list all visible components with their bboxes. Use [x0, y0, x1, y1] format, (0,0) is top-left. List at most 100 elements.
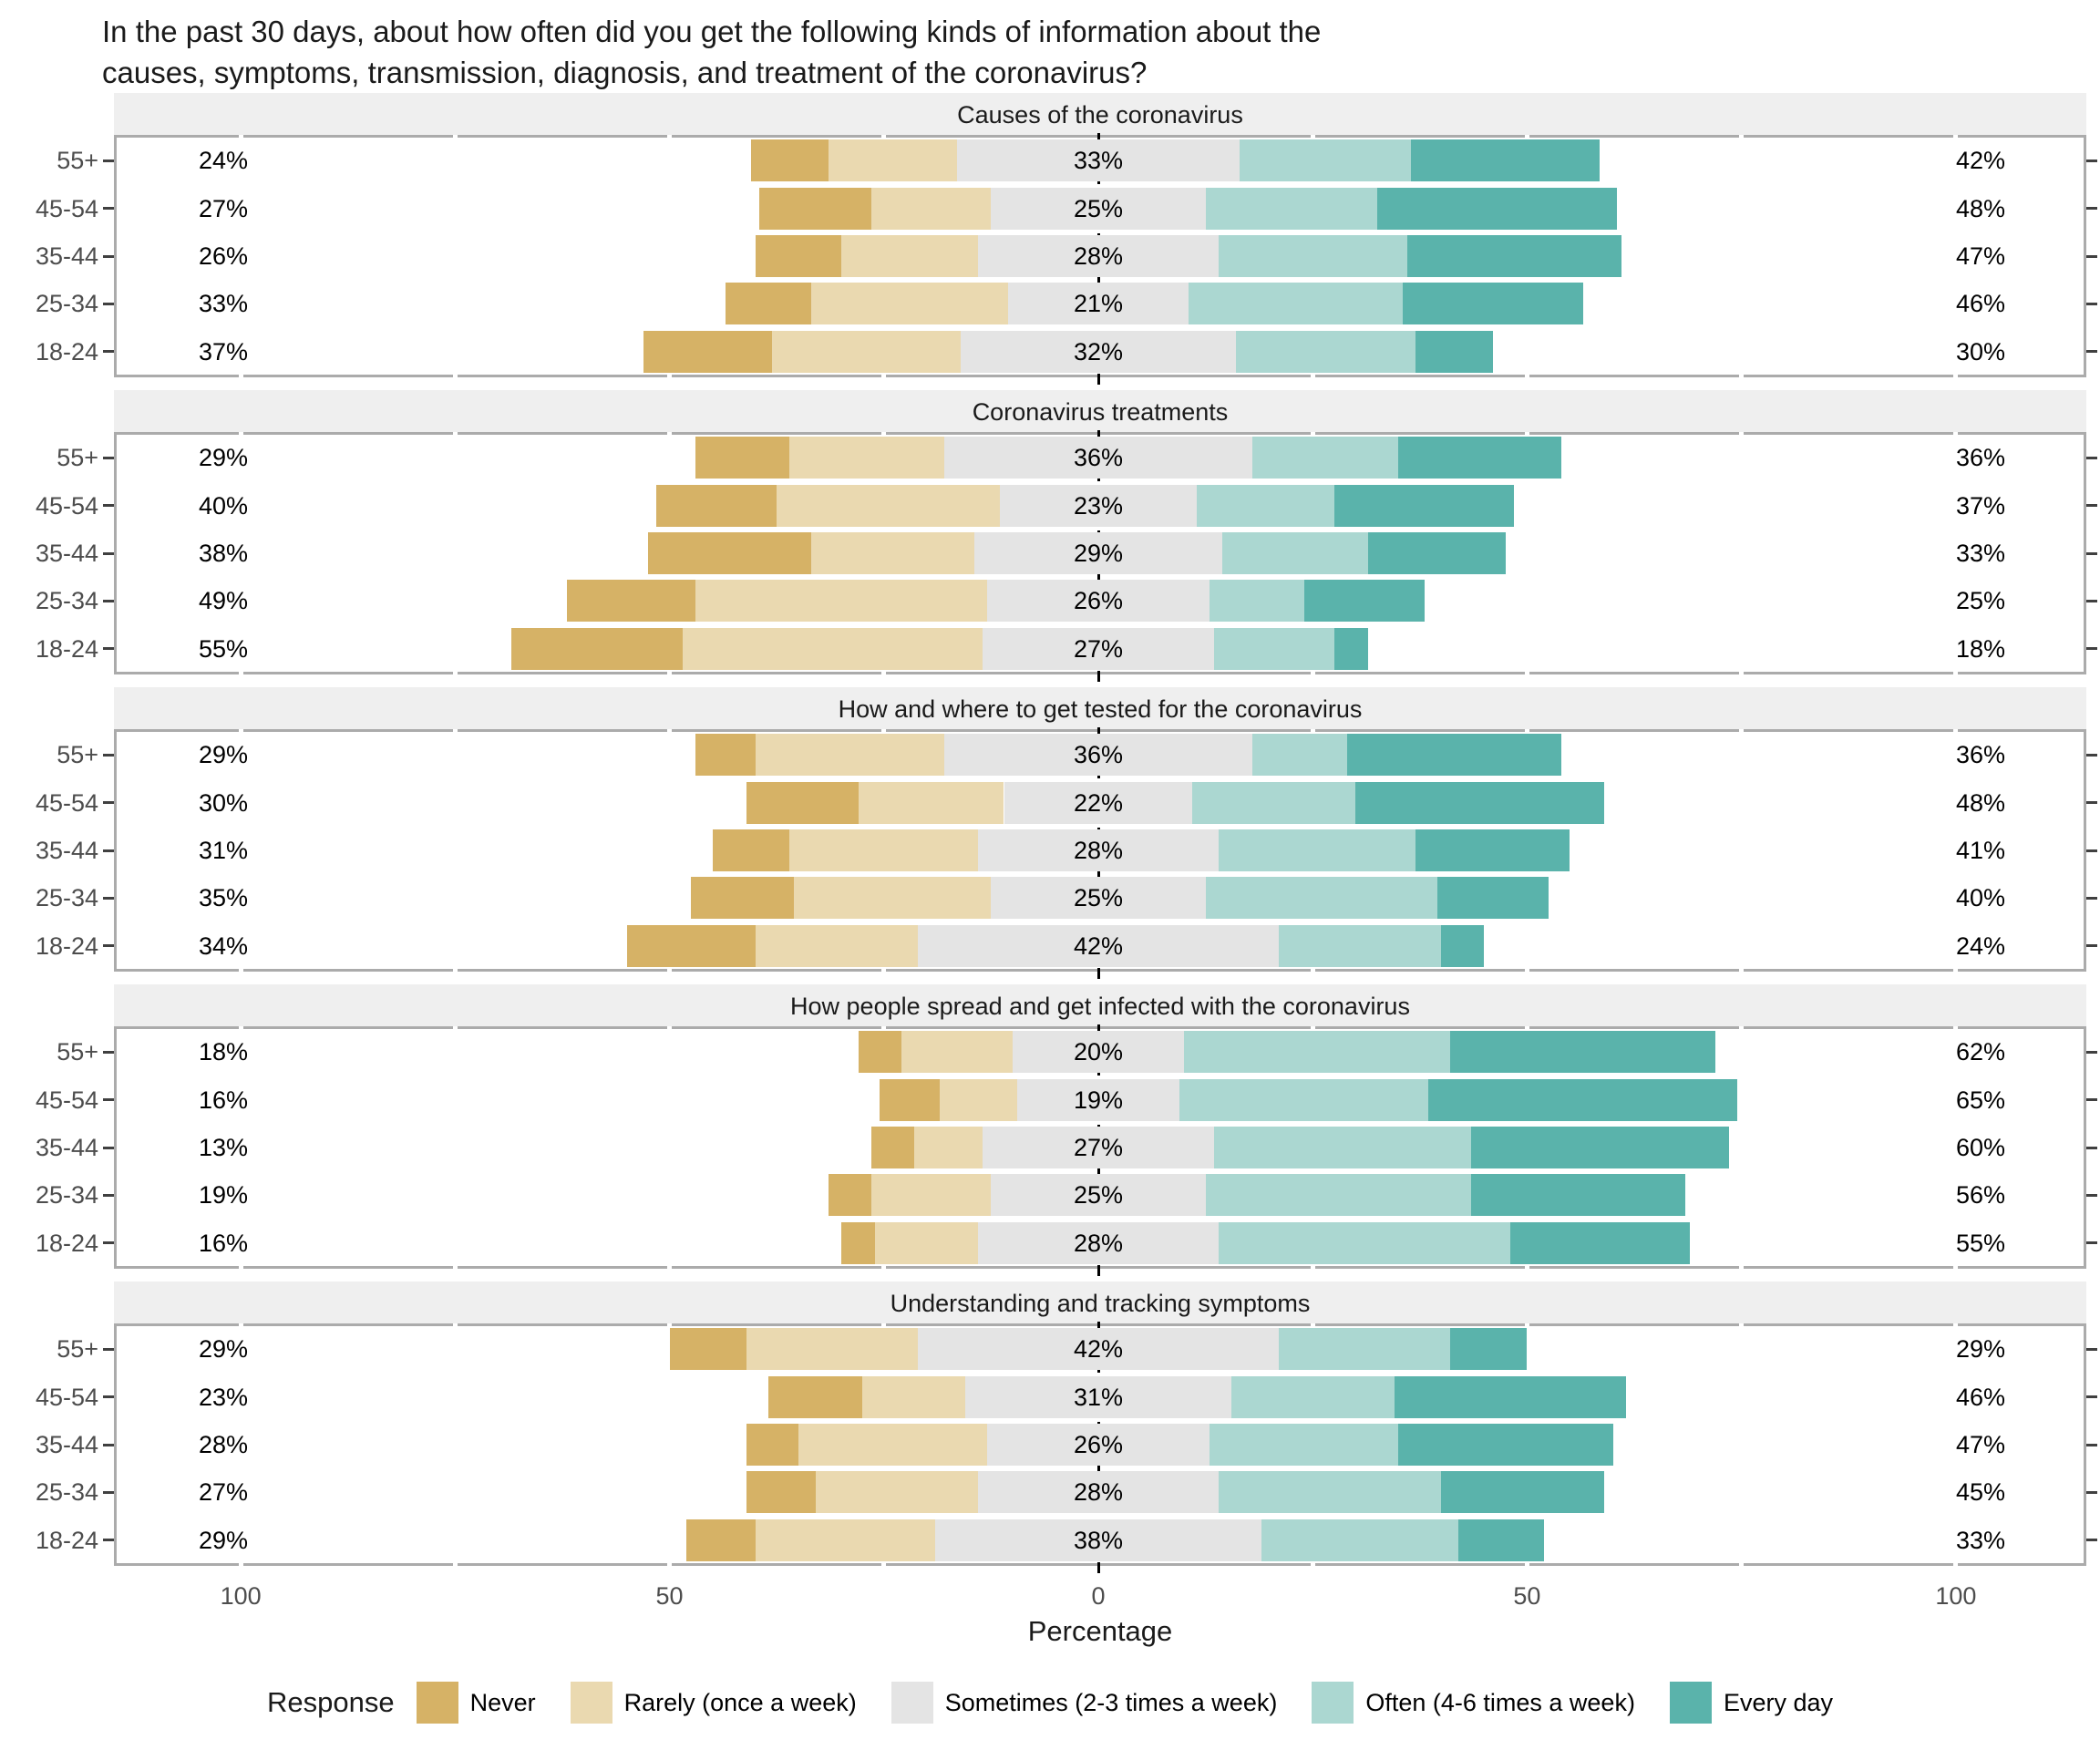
- gridline-break: [1524, 672, 1529, 674]
- axis-tick-left: [103, 302, 114, 305]
- axis-tick-right: [2086, 944, 2097, 948]
- bar-segment-often: [1188, 283, 1403, 325]
- bar-segment-never: [648, 532, 811, 574]
- label-right: 62%: [1955, 1038, 2005, 1066]
- bar-segment-sometimes: [973, 532, 1223, 574]
- bar-segment-often: [1218, 235, 1407, 277]
- label-left: 23%: [198, 1383, 249, 1411]
- label-right: 47%: [1955, 1431, 2005, 1458]
- label-right: 48%: [1955, 194, 2005, 222]
- bar-segment-often: [1184, 1031, 1450, 1074]
- bar-segment-often: [1218, 1471, 1442, 1514]
- axis-tick-right: [2086, 801, 2097, 805]
- legend-label: Every day: [1723, 1688, 1833, 1716]
- gridline-break: [667, 969, 673, 972]
- gridline-break: [452, 1563, 458, 1566]
- gridline-break: [452, 729, 458, 732]
- axis-tick-right: [2086, 1539, 2097, 1542]
- age-group-label: 25-34: [35, 1181, 98, 1210]
- gridline-break: [1953, 1026, 1959, 1029]
- gridline-break: [881, 1323, 887, 1326]
- axis-tick-left: [103, 647, 114, 651]
- x-axis-tick-label: 50: [655, 1582, 684, 1610]
- label-left: 35%: [198, 884, 249, 912]
- gridline-break: [238, 1323, 243, 1326]
- gridline-break: [881, 672, 887, 674]
- bar-segment-often: [1278, 1328, 1450, 1371]
- bar-segment-every_day: [1509, 1221, 1691, 1264]
- axis-tick-left: [103, 350, 114, 354]
- bar-segment-every_day: [1403, 283, 1583, 325]
- bar-segment-never: [870, 1127, 914, 1168]
- gridline-break: [667, 1026, 673, 1029]
- age-group-label: 18-24: [35, 337, 98, 365]
- axis-tick-left: [103, 1347, 114, 1351]
- label-right: 33%: [1955, 540, 2005, 567]
- bar-segment-every_day: [1449, 1328, 1528, 1371]
- label-right: 60%: [1955, 1134, 2005, 1161]
- label-right: 37%: [1955, 491, 2005, 520]
- label-right: 36%: [1955, 444, 2005, 472]
- gridline-break: [238, 135, 243, 138]
- label-center: 20%: [1073, 1038, 1124, 1066]
- chart-title-line-1: In the past 30 days, about how often did…: [102, 15, 1322, 48]
- panel-top-border: [114, 1026, 2086, 1029]
- bar-segment-rarely: [939, 1078, 1017, 1121]
- bar-segment-sometimes: [999, 484, 1198, 527]
- axis-tick-left: [103, 1146, 114, 1149]
- bar-segment-rarely: [810, 283, 1009, 325]
- x-axis-tick-label: 100: [220, 1582, 262, 1610]
- bar-segment-every_day: [1406, 235, 1621, 277]
- label-center: 36%: [1073, 444, 1124, 472]
- gridline-break: [1310, 1026, 1315, 1029]
- axis-tick-right: [2086, 350, 2097, 354]
- bar-segment-often: [1252, 734, 1347, 777]
- bar-segment-never: [767, 1375, 863, 1418]
- bar-segment-rarely: [755, 1518, 936, 1561]
- label-center: 31%: [1073, 1383, 1124, 1411]
- panel-bottom-border: [114, 1563, 2086, 1566]
- label-right: 36%: [1955, 741, 2005, 769]
- bar-segment-often: [1197, 484, 1334, 527]
- label-center: 29%: [1073, 540, 1124, 567]
- gridline-break: [452, 969, 458, 972]
- gridline-break: [667, 1266, 673, 1269]
- panel-title: How and where to get tested for the coro…: [114, 687, 2086, 731]
- axis-tick-right: [2086, 1347, 2097, 1351]
- panel-right-border: [2084, 1325, 2086, 1564]
- bar-segment-often: [1179, 1078, 1429, 1121]
- label-left: 34%: [198, 932, 249, 960]
- bar-segment-never: [858, 1031, 901, 1074]
- bar-segment-rarely: [755, 734, 944, 777]
- x-axis-tick-label: 50: [1513, 1582, 1541, 1610]
- axis-tick-left: [103, 599, 114, 602]
- axis-tick-left: [103, 456, 114, 459]
- gridline-break: [1953, 729, 1959, 732]
- bar-segment-rarely: [828, 139, 957, 182]
- gridline-break: [1739, 375, 1745, 377]
- axis-tick-left: [103, 504, 114, 508]
- label-center: 27%: [1073, 1134, 1124, 1161]
- bar-segment-never: [828, 1174, 871, 1217]
- age-group-label: 55+: [57, 444, 98, 472]
- bar-segment-never: [759, 187, 871, 230]
- gridline-break: [1739, 432, 1745, 435]
- gridline-break: [452, 135, 458, 138]
- axis-tick-right: [2086, 599, 2097, 602]
- label-left: 55%: [198, 634, 249, 663]
- bar-segment-sometimes: [986, 1424, 1210, 1466]
- bar-segment-sometimes: [918, 924, 1279, 967]
- gridline-break: [881, 375, 887, 377]
- legend: Response Never Rarely (once a week) Someti…: [0, 1682, 2100, 1724]
- age-group-label: 25-34: [35, 884, 98, 912]
- bar-segment-every_day: [1368, 532, 1506, 574]
- bar-segment-sometimes: [935, 1518, 1261, 1561]
- label-center: 42%: [1073, 932, 1124, 960]
- age-group-label: 25-34: [35, 587, 98, 615]
- axis-tick-right: [2086, 1241, 2097, 1245]
- label-right: 56%: [1955, 1181, 2005, 1210]
- label-right: 45%: [1955, 1478, 2005, 1507]
- axis-tick-right: [2086, 207, 2097, 211]
- age-group-label: 45-54: [35, 1086, 98, 1114]
- label-left: 38%: [198, 540, 249, 567]
